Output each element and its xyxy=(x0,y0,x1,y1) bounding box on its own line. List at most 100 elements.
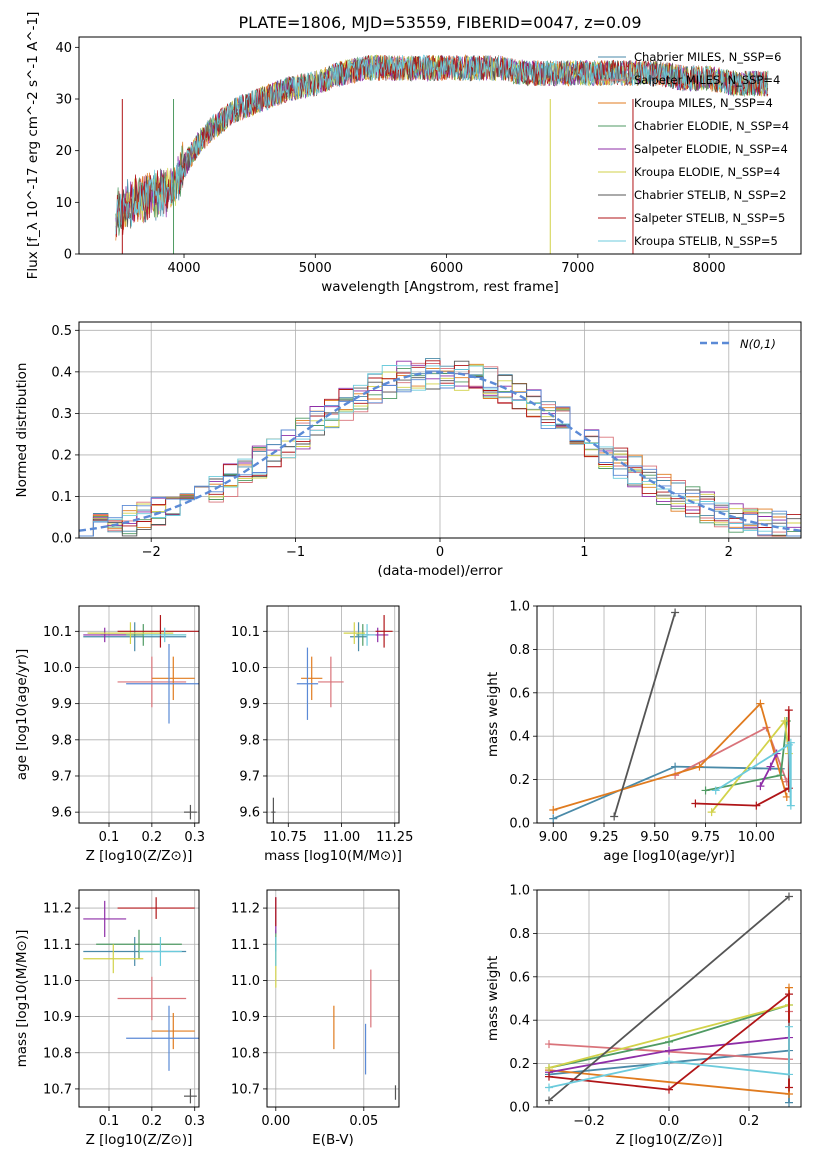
weight-series-line xyxy=(613,612,676,817)
mass-vs-z-plot-area xyxy=(83,897,199,1104)
y-tick-label: 9.8 xyxy=(239,733,260,748)
x-tick-label: 0.2 xyxy=(142,1114,163,1129)
figure-title: PLATE=1806, MJD=53559, FIBERID=0047, z=0… xyxy=(238,13,641,32)
spectrum-line xyxy=(115,54,769,235)
weight-point-marker xyxy=(545,1083,553,1092)
x-tick-label: 6000 xyxy=(430,261,463,276)
weight-series-line xyxy=(548,895,790,1102)
x-axis-label: Z [log10(Z/Z⊙)] xyxy=(86,1132,193,1148)
normal-curve xyxy=(79,371,801,532)
weight-point-marker xyxy=(701,786,710,795)
weight-vs-age-panel: 9.00 9.25 9.50 9.75 10.00 0.0 0.2 0.4 0.6 0.8 1.0 a… xyxy=(485,600,802,864)
x-tick-label: 0.2 xyxy=(739,1114,760,1129)
x-tick-label: 0 xyxy=(436,545,444,560)
x-tick-label: 0.00 xyxy=(261,1114,290,1129)
weight-vs-age-plot-area xyxy=(549,608,795,823)
x-tick-label: 9.25 xyxy=(590,830,619,845)
histogram-series xyxy=(79,370,801,537)
weight-point-marker xyxy=(665,1046,673,1055)
weight-point-marker xyxy=(671,762,680,771)
y-tick-label: 0.8 xyxy=(509,643,530,658)
y-tick-label: 10.1 xyxy=(43,625,72,640)
legend-label: Chabrier MILES, N_SSP=6 xyxy=(634,50,781,64)
weight-point-marker xyxy=(752,801,761,810)
legend-label: Salpeter STELIB, N_SSP=5 xyxy=(634,211,785,225)
spectrum-plot-area xyxy=(115,53,769,254)
y-tick-label: 0.6 xyxy=(509,970,530,985)
y-tick-label: 30 xyxy=(55,93,72,108)
weight-point-marker xyxy=(545,1063,553,1072)
y-tick-label: 11.2 xyxy=(231,902,260,917)
y-tick-label: 11.0 xyxy=(43,974,72,989)
weight-series-line xyxy=(548,1004,790,1069)
y-tick-label: 10.1 xyxy=(231,625,260,640)
weight-point-marker xyxy=(785,1022,793,1031)
y-tick-label: 0.2 xyxy=(51,448,72,463)
y-tick-label: 20 xyxy=(55,144,72,159)
x-axis-label: (data-model)/error xyxy=(377,563,503,579)
y-tick-label: 9.7 xyxy=(239,769,260,784)
x-tick-label: 0.1 xyxy=(99,830,120,845)
x-tick-label: 0.2 xyxy=(142,830,163,845)
x-tick-label: 0.0 xyxy=(659,1114,680,1129)
y-tick-label: 11.0 xyxy=(231,974,260,989)
y-tick-label: 11.2 xyxy=(43,902,72,917)
weight-point-marker xyxy=(785,1070,793,1079)
x-tick-label: 0.3 xyxy=(184,1114,205,1129)
y-axis-label: Flux [f_λ 10^-17 erg cm^-2 s^-1 A^-1] xyxy=(25,12,41,280)
y-tick-label: 0.4 xyxy=(509,1014,530,1029)
mass-vs-z-frame xyxy=(78,889,200,1108)
legend: Chabrier MILES, N_SSP=6 Salpeter MILES, N… xyxy=(598,50,789,248)
residual-histogram-frame xyxy=(78,321,802,539)
x-axis-label: Z [log10(Z/Z⊙)] xyxy=(616,1132,723,1148)
legend-label: Salpeter ELODIE, N_SSP=4 xyxy=(634,142,788,156)
legend-label: Chabrier STELIB, N_SSP=2 xyxy=(634,188,786,202)
y-tick-label: 0.0 xyxy=(509,1101,530,1116)
y-tick-label: 40 xyxy=(55,41,72,56)
mass-vs-ebv-frame xyxy=(266,889,400,1108)
age-vs-mass-frame xyxy=(266,605,400,824)
spectrum-frame xyxy=(78,36,802,255)
y-axis-label: mass weight xyxy=(485,672,501,757)
legend-label: Salpeter MILES, N_SSP=4 xyxy=(634,73,780,87)
x-tick-label: 0.3 xyxy=(184,830,205,845)
y-tick-label: 10.0 xyxy=(231,661,260,676)
age-vs-mass-plot-area xyxy=(271,615,393,823)
x-tick-label: 11.00 xyxy=(323,830,360,845)
x-tick-label: 11.25 xyxy=(376,830,413,845)
weight-series-line xyxy=(715,742,792,806)
y-tick-label: 9.6 xyxy=(51,806,72,821)
y-tick-label: 0.4 xyxy=(509,730,530,745)
weight-point-marker xyxy=(549,805,558,814)
legend-label: Chabrier ELODIE, N_SSP=4 xyxy=(634,119,789,133)
x-axis-label: age [log10(age/yr)] xyxy=(603,848,735,864)
weight-series-line xyxy=(548,1026,790,1089)
y-tick-label: 0.0 xyxy=(51,532,72,547)
x-tick-label: 1 xyxy=(580,545,588,560)
y-tick-label: 10.8 xyxy=(231,1046,260,1061)
y-tick-label: 10.7 xyxy=(43,1082,72,1097)
weight-point-marker xyxy=(785,1098,793,1107)
y-tick-label: 9.7 xyxy=(51,769,72,784)
weight-point-marker xyxy=(784,706,793,715)
x-axis-label: Z [log10(Z/Z⊙)] xyxy=(86,848,193,864)
y-tick-label: 0.5 xyxy=(51,324,72,339)
x-tick-label: −1 xyxy=(286,545,305,560)
spectrum-line xyxy=(115,55,769,236)
weight-point-marker xyxy=(671,608,680,617)
weight-point-marker xyxy=(691,799,700,808)
weight-point-marker xyxy=(780,717,789,726)
x-tick-label: −0.2 xyxy=(573,1114,605,1129)
age-vs-z-plot-area xyxy=(83,615,199,820)
x-tick-label: 2 xyxy=(725,545,733,560)
weight-point-marker xyxy=(665,1057,673,1066)
x-tick-label: 0.05 xyxy=(349,1114,378,1129)
x-tick-label: 10.00 xyxy=(738,830,775,845)
legend-label: Kroupa MILES, N_SSP=4 xyxy=(634,96,773,110)
spectrum-line xyxy=(115,54,769,238)
weight-point-marker xyxy=(545,1072,553,1081)
y-axis-label: age [log10(age/yr)] xyxy=(14,649,30,781)
y-tick-label: 10.0 xyxy=(43,661,72,676)
y-tick-label: 0.2 xyxy=(509,773,530,788)
weight-point-marker xyxy=(545,1096,553,1105)
